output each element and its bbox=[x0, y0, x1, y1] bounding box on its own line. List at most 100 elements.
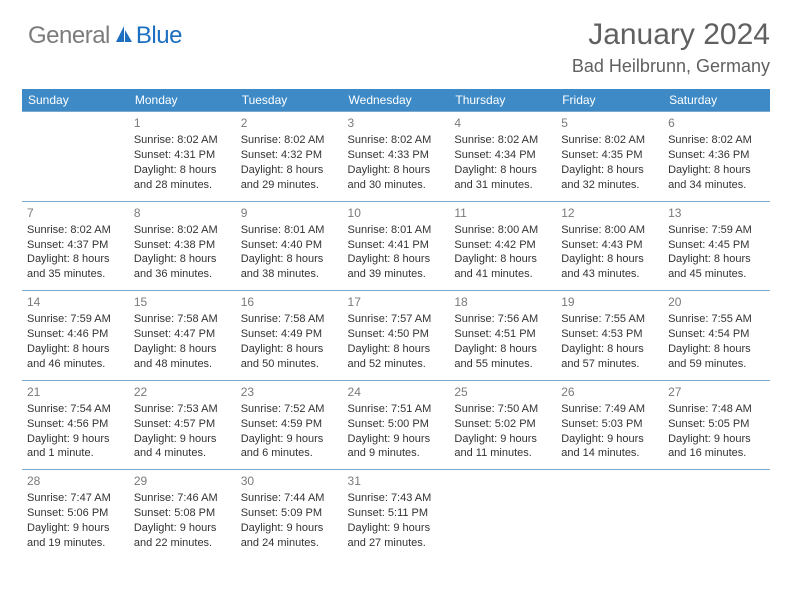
daylight-text-2: and 28 minutes. bbox=[134, 178, 231, 193]
calendar-cell: 18Sunrise: 7:56 AMSunset: 4:51 PMDayligh… bbox=[449, 291, 556, 381]
sunset-text: Sunset: 5:02 PM bbox=[454, 417, 551, 432]
calendar-cell: 10Sunrise: 8:01 AMSunset: 4:41 PMDayligh… bbox=[343, 201, 450, 291]
weekday-header-row: SundayMondayTuesdayWednesdayThursdayFrid… bbox=[22, 89, 770, 112]
daylight-text-2: and 24 minutes. bbox=[241, 536, 338, 551]
daylight-text-2: and 19 minutes. bbox=[27, 536, 124, 551]
sunrise-text: Sunrise: 8:02 AM bbox=[134, 133, 231, 148]
daylight-text-1: Daylight: 9 hours bbox=[561, 432, 658, 447]
daylight-text-2: and 59 minutes. bbox=[668, 357, 765, 372]
header: General Blue January 2024 Bad Heilbrunn,… bbox=[22, 18, 770, 77]
sunset-text: Sunset: 4:45 PM bbox=[668, 238, 765, 253]
daylight-text-1: Daylight: 8 hours bbox=[668, 342, 765, 357]
sunrise-text: Sunrise: 8:02 AM bbox=[454, 133, 551, 148]
calendar-cell: 17Sunrise: 7:57 AMSunset: 4:50 PMDayligh… bbox=[343, 291, 450, 381]
sunset-text: Sunset: 4:36 PM bbox=[668, 148, 765, 163]
day-number: 30 bbox=[241, 473, 338, 489]
sunset-text: Sunset: 4:41 PM bbox=[348, 238, 445, 253]
calendar-cell: 16Sunrise: 7:58 AMSunset: 4:49 PMDayligh… bbox=[236, 291, 343, 381]
sunset-text: Sunset: 4:40 PM bbox=[241, 238, 338, 253]
sunset-text: Sunset: 4:56 PM bbox=[27, 417, 124, 432]
weekday-header: Thursday bbox=[449, 89, 556, 112]
sunrise-text: Sunrise: 8:00 AM bbox=[454, 223, 551, 238]
sunset-text: Sunset: 5:06 PM bbox=[27, 506, 124, 521]
day-number: 29 bbox=[134, 473, 231, 489]
weekday-header: Friday bbox=[556, 89, 663, 112]
daylight-text-2: and 52 minutes. bbox=[348, 357, 445, 372]
calendar-cell: 27Sunrise: 7:48 AMSunset: 5:05 PMDayligh… bbox=[663, 380, 770, 470]
calendar-cell: 30Sunrise: 7:44 AMSunset: 5:09 PMDayligh… bbox=[236, 470, 343, 559]
sunrise-text: Sunrise: 7:54 AM bbox=[27, 402, 124, 417]
daylight-text-2: and 48 minutes. bbox=[134, 357, 231, 372]
daylight-text-2: and 4 minutes. bbox=[134, 446, 231, 461]
day-number: 19 bbox=[561, 294, 658, 310]
sunrise-text: Sunrise: 7:58 AM bbox=[134, 312, 231, 327]
daylight-text-2: and 1 minute. bbox=[27, 446, 124, 461]
day-number: 2 bbox=[241, 115, 338, 131]
day-number: 23 bbox=[241, 384, 338, 400]
calendar-cell: 4Sunrise: 8:02 AMSunset: 4:34 PMDaylight… bbox=[449, 112, 556, 202]
sunset-text: Sunset: 4:59 PM bbox=[241, 417, 338, 432]
sunset-text: Sunset: 4:31 PM bbox=[134, 148, 231, 163]
calendar-cell: 29Sunrise: 7:46 AMSunset: 5:08 PMDayligh… bbox=[129, 470, 236, 559]
calendar-cell: 21Sunrise: 7:54 AMSunset: 4:56 PMDayligh… bbox=[22, 380, 129, 470]
daylight-text-2: and 41 minutes. bbox=[454, 267, 551, 282]
day-number: 3 bbox=[348, 115, 445, 131]
calendar-cell: 23Sunrise: 7:52 AMSunset: 4:59 PMDayligh… bbox=[236, 380, 343, 470]
sunset-text: Sunset: 4:51 PM bbox=[454, 327, 551, 342]
calendar-cell: 22Sunrise: 7:53 AMSunset: 4:57 PMDayligh… bbox=[129, 380, 236, 470]
calendar-cell: 19Sunrise: 7:55 AMSunset: 4:53 PMDayligh… bbox=[556, 291, 663, 381]
daylight-text-2: and 11 minutes. bbox=[454, 446, 551, 461]
sunrise-text: Sunrise: 8:02 AM bbox=[668, 133, 765, 148]
daylight-text-1: Daylight: 9 hours bbox=[27, 521, 124, 536]
sunset-text: Sunset: 4:49 PM bbox=[241, 327, 338, 342]
title-block: January 2024 Bad Heilbrunn, Germany bbox=[572, 18, 770, 77]
daylight-text-1: Daylight: 9 hours bbox=[27, 432, 124, 447]
sunrise-text: Sunrise: 8:02 AM bbox=[27, 223, 124, 238]
day-number: 12 bbox=[561, 205, 658, 221]
sunset-text: Sunset: 4:46 PM bbox=[27, 327, 124, 342]
daylight-text-1: Daylight: 8 hours bbox=[241, 252, 338, 267]
daylight-text-2: and 43 minutes. bbox=[561, 267, 658, 282]
sunset-text: Sunset: 4:42 PM bbox=[454, 238, 551, 253]
daylight-text-2: and 38 minutes. bbox=[241, 267, 338, 282]
daylight-text-2: and 14 minutes. bbox=[561, 446, 658, 461]
daylight-text-1: Daylight: 9 hours bbox=[134, 432, 231, 447]
daylight-text-1: Daylight: 9 hours bbox=[134, 521, 231, 536]
sunrise-text: Sunrise: 7:57 AM bbox=[348, 312, 445, 327]
day-number: 4 bbox=[454, 115, 551, 131]
sunrise-text: Sunrise: 7:55 AM bbox=[668, 312, 765, 327]
sunrise-text: Sunrise: 8:00 AM bbox=[561, 223, 658, 238]
sunrise-text: Sunrise: 7:58 AM bbox=[241, 312, 338, 327]
sunset-text: Sunset: 4:43 PM bbox=[561, 238, 658, 253]
sunrise-text: Sunrise: 7:49 AM bbox=[561, 402, 658, 417]
calendar-row: 28Sunrise: 7:47 AMSunset: 5:06 PMDayligh… bbox=[22, 470, 770, 559]
weekday-header: Sunday bbox=[22, 89, 129, 112]
day-number: 31 bbox=[348, 473, 445, 489]
calendar-cell: 3Sunrise: 8:02 AMSunset: 4:33 PMDaylight… bbox=[343, 112, 450, 202]
daylight-text-1: Daylight: 8 hours bbox=[561, 342, 658, 357]
sunrise-text: Sunrise: 8:01 AM bbox=[241, 223, 338, 238]
daylight-text-1: Daylight: 8 hours bbox=[668, 252, 765, 267]
calendar-cell: 5Sunrise: 8:02 AMSunset: 4:35 PMDaylight… bbox=[556, 112, 663, 202]
calendar-cell: 11Sunrise: 8:00 AMSunset: 4:42 PMDayligh… bbox=[449, 201, 556, 291]
day-number: 17 bbox=[348, 294, 445, 310]
daylight-text-1: Daylight: 8 hours bbox=[668, 163, 765, 178]
calendar-cell bbox=[556, 470, 663, 559]
weekday-header: Monday bbox=[129, 89, 236, 112]
daylight-text-2: and 57 minutes. bbox=[561, 357, 658, 372]
sunset-text: Sunset: 5:08 PM bbox=[134, 506, 231, 521]
day-number: 20 bbox=[668, 294, 765, 310]
sunrise-text: Sunrise: 7:53 AM bbox=[134, 402, 231, 417]
day-number: 24 bbox=[348, 384, 445, 400]
calendar-cell: 25Sunrise: 7:50 AMSunset: 5:02 PMDayligh… bbox=[449, 380, 556, 470]
sunset-text: Sunset: 4:47 PM bbox=[134, 327, 231, 342]
sunset-text: Sunset: 4:35 PM bbox=[561, 148, 658, 163]
daylight-text-2: and 9 minutes. bbox=[348, 446, 445, 461]
calendar-cell: 14Sunrise: 7:59 AMSunset: 4:46 PMDayligh… bbox=[22, 291, 129, 381]
sunrise-text: Sunrise: 7:52 AM bbox=[241, 402, 338, 417]
calendar-row: 14Sunrise: 7:59 AMSunset: 4:46 PMDayligh… bbox=[22, 291, 770, 381]
sunset-text: Sunset: 4:53 PM bbox=[561, 327, 658, 342]
page-title: January 2024 bbox=[572, 18, 770, 52]
logo-sail-icon bbox=[114, 24, 134, 44]
daylight-text-1: Daylight: 9 hours bbox=[241, 521, 338, 536]
